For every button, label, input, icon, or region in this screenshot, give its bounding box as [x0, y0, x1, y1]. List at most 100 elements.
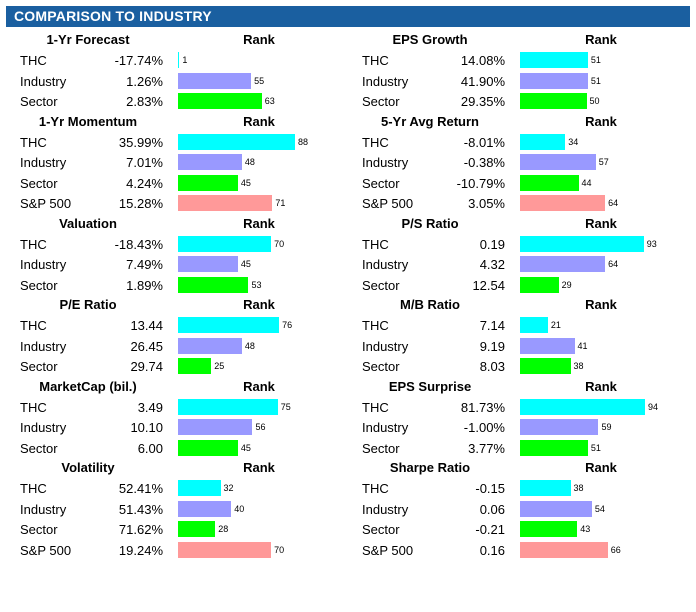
- rank-bar-sector: [178, 174, 238, 191]
- metric-row-sector: Sector 2.83% 63: [8, 91, 348, 112]
- rank-header: Rank: [243, 32, 275, 47]
- row-label: Industry: [20, 501, 67, 517]
- rank-bar-sector: [520, 93, 587, 109]
- rank-value: 51: [590, 55, 601, 65]
- rank-bar-s-p-500: [520, 541, 608, 558]
- row-value: 9.19: [479, 338, 505, 354]
- row-label: Sector: [20, 522, 58, 537]
- row-label: Industry: [362, 73, 409, 89]
- rank-bar-thc: [520, 133, 566, 150]
- left-column: 1-Yr Forecast Rank THC -17.74% 1 Industry 1.26…: [8, 30, 348, 560]
- row-value: 14.08%: [460, 53, 505, 68]
- row-value: 41.90%: [460, 73, 505, 89]
- rank-value: 64: [608, 259, 619, 269]
- panel-eps-surprise: EPS Surprise Rank THC 81.73% 94 Industry -1.00…: [350, 377, 690, 459]
- row-label: Sector: [362, 175, 400, 191]
- panel-1-yr-forecast: 1-Yr Forecast Rank THC -17.74% 1 Industry 1.26…: [8, 30, 348, 112]
- rank-header: Rank: [585, 297, 617, 312]
- row-label: Industry: [20, 338, 67, 354]
- rank-value: 45: [240, 442, 251, 453]
- row-label: Industry: [20, 420, 67, 435]
- panel-title: P/S Ratio: [401, 215, 459, 231]
- row-value: -1.00%: [463, 420, 505, 435]
- rank-bar-thc: [178, 52, 180, 68]
- rank-bar-industry: [520, 419, 599, 435]
- rank-value: 55: [254, 75, 265, 86]
- panel-title: EPS Growth: [392, 32, 468, 47]
- panel-header: Volatility Rank: [8, 458, 348, 478]
- metric-row-industry: Industry 10.10 56: [8, 417, 348, 438]
- rank-bar-industry: [178, 419, 253, 435]
- row-label: THC: [20, 236, 47, 252]
- row-value: -17.74%: [114, 53, 163, 68]
- row-value: 52.41%: [118, 481, 163, 496]
- rank-bar-thc: [178, 235, 272, 252]
- panel-header: MarketCap (bil.) Rank: [8, 377, 348, 397]
- rank-value: 51: [590, 442, 601, 453]
- panel-header: P/E Ratio Rank: [8, 295, 348, 315]
- panel-title: 5-Yr Avg Return: [381, 113, 479, 129]
- panel-header: M/B Ratio Rank: [350, 295, 690, 315]
- panel-eps-growth: EPS Growth Rank THC 14.08% 51 Industry 41.90% 5…: [350, 30, 690, 112]
- metric-row-sector: Sector 1.89% 53: [8, 275, 348, 296]
- metric-row-sector: Sector 29.74 25: [8, 356, 348, 377]
- metric-row-s-p-500: S&P 500 3.05% 64: [350, 193, 690, 214]
- row-label: THC: [362, 134, 389, 150]
- row-value: 51.43%: [118, 501, 163, 517]
- row-value: 71.62%: [118, 522, 163, 537]
- rank-value: 25: [214, 361, 225, 371]
- panel-title: 1-Yr Momentum: [38, 113, 138, 129]
- row-value: 0.19: [479, 236, 505, 252]
- row-label: Industry: [362, 257, 409, 272]
- panel-title: Sharpe Ratio: [389, 460, 471, 475]
- row-label: Industry: [20, 73, 67, 89]
- panel-volatility: Volatility Rank THC 52.41% 32 Industry 51.43% 4…: [8, 458, 348, 560]
- row-value: 81.73%: [460, 399, 505, 415]
- row-value: -8.01%: [463, 134, 505, 150]
- rank-bar-sector: [178, 358, 212, 374]
- rank-value: 75: [280, 401, 291, 412]
- row-label: Industry: [362, 338, 409, 354]
- row-value: 19.24%: [118, 542, 163, 558]
- row-label: THC: [362, 399, 389, 415]
- panel-header: EPS Surprise Rank: [350, 377, 690, 397]
- row-value: 3.05%: [468, 196, 505, 211]
- rank-value: 57: [598, 157, 609, 167]
- panel-header: 5-Yr Avg Return Rank: [350, 112, 690, 132]
- panel-title: 1-Yr Forecast: [46, 32, 130, 47]
- panel-1-yr-momentum: 1-Yr Momentum Rank THC 35.99% 88 Industry 7.01…: [8, 112, 348, 214]
- rank-bar-industry: [520, 154, 596, 170]
- metric-row-s-p-500: S&P 500 0.16 66: [350, 540, 690, 561]
- rank-bar-thc: [178, 133, 296, 150]
- rank-bar-sector: [178, 93, 262, 109]
- page-title: COMPARISON TO INDUSTRY: [14, 8, 212, 24]
- panel-header: 1-Yr Forecast Rank: [8, 30, 348, 50]
- rank-bar-s-p-500: [178, 195, 273, 211]
- panel-title: Valuation: [59, 215, 117, 231]
- rank-header: Rank: [585, 32, 617, 47]
- rank-value: 63: [264, 96, 275, 106]
- row-value: 15.28%: [118, 196, 163, 211]
- row-label: S&P 500: [362, 542, 414, 558]
- rank-bar-sector: [178, 276, 249, 293]
- rank-value: 32: [223, 483, 234, 493]
- rank-value: 71: [275, 198, 286, 208]
- rank-value: 41: [577, 340, 588, 351]
- header-bar: COMPARISON TO INDUSTRY: [6, 6, 690, 27]
- metric-row-thc: THC 7.14 21: [350, 315, 690, 336]
- metric-row-s-p-500: S&P 500 15.28% 71: [8, 193, 348, 214]
- panel-title: Volatility: [61, 460, 115, 475]
- rank-bar-thc: [178, 317, 280, 333]
- metric-row-thc: THC 3.49 75: [8, 397, 348, 418]
- rank-value: 66: [610, 544, 621, 555]
- panel-title: P/E Ratio: [59, 297, 117, 312]
- panel-valuation: Valuation Rank THC -18.43% 70 Industry 7.49% 45…: [8, 214, 348, 296]
- rank-value: 45: [240, 259, 251, 269]
- rank-header: Rank: [243, 378, 275, 394]
- row-label: THC: [20, 134, 47, 150]
- row-value: 0.16: [479, 542, 505, 558]
- metric-row-industry: Industry 9.19 41: [350, 336, 690, 357]
- metric-row-sector: Sector 12.54 29: [350, 275, 690, 296]
- row-label: Sector: [20, 277, 58, 293]
- row-value: 26.45: [130, 338, 163, 354]
